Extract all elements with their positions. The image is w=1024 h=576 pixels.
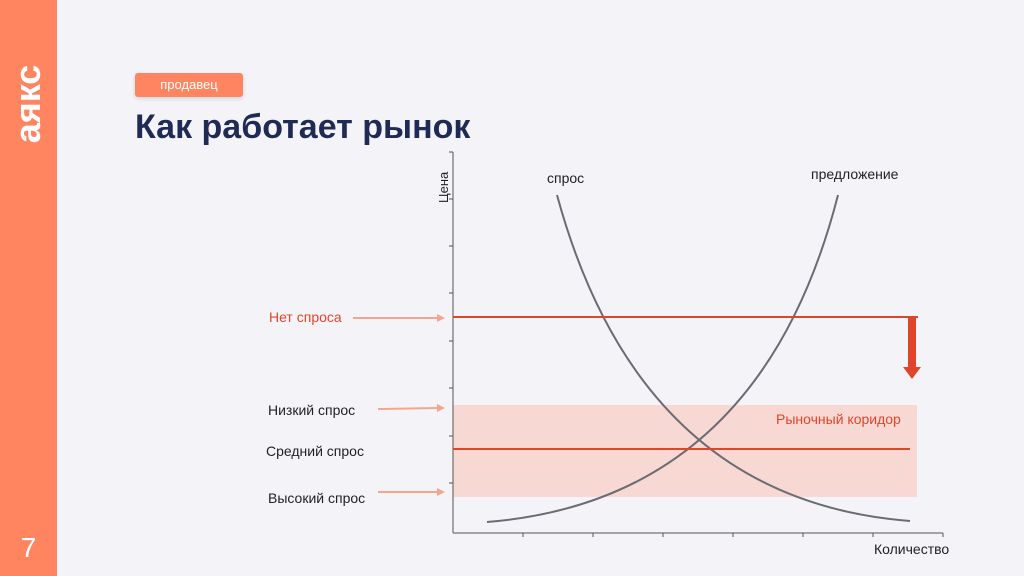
demand-curve <box>556 194 911 522</box>
market-corridor-label: Рыночный коридор <box>776 411 901 427</box>
axis-ticks <box>449 151 944 537</box>
sidebar: аякс 7 <box>0 0 57 576</box>
down-arrow <box>903 317 921 379</box>
page-number: 7 <box>20 532 37 563</box>
pointer-arrow-high-demand <box>378 488 445 496</box>
y-axis-label: Цена <box>436 171 451 203</box>
page-title: Как работает рынок <box>135 108 471 146</box>
demand-series-label: спрос <box>547 170 584 186</box>
section-tag: продавец <box>135 73 243 97</box>
no-demand-label: Нет спроса <box>269 309 342 325</box>
x-axis-label: Количество <box>874 541 949 557</box>
pointer-arrow-low-demand <box>377 404 445 412</box>
medium-demand-label: Средний спрос <box>266 443 364 459</box>
low-demand-label: Низкий спрос <box>268 402 355 418</box>
supply-series-label: предложение <box>811 166 899 182</box>
supply-curve <box>486 194 839 523</box>
pointer-arrow-no-demand <box>353 314 445 322</box>
high-demand-label: Высокий спрос <box>268 490 365 506</box>
